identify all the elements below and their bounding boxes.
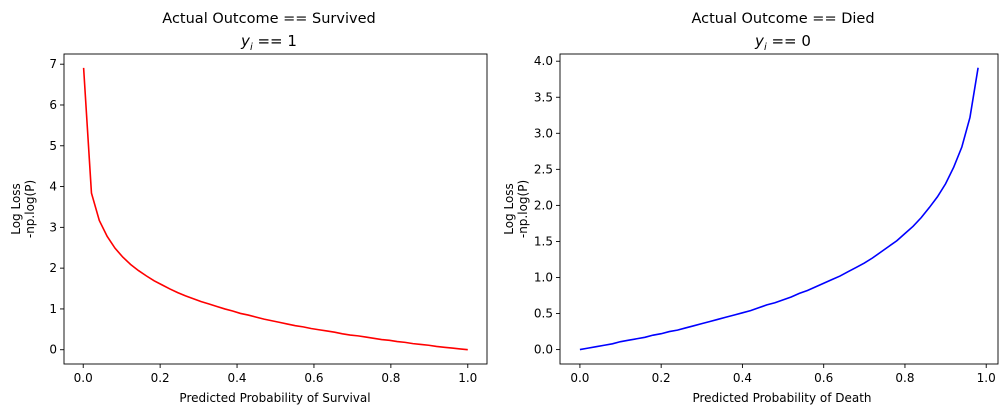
x-tick-label: 1.0 (458, 371, 477, 385)
y-tick-label: 1 (49, 302, 57, 316)
chart-survived: Actual Outcome == Survived yi == 1 0.0 0.… (9, 11, 488, 405)
x-tick-label: 0.6 (304, 371, 323, 385)
axes-frame (63, 53, 488, 365)
y-tick-label: 5 (49, 139, 57, 153)
y-tick-label: 6 (49, 98, 57, 112)
x-tick-label: 0.8 (381, 371, 400, 385)
x-tick-label: 0.0 (570, 371, 589, 385)
chart-died: Actual Outcome == Died yi == 0 0.0 0.2 0.4… (502, 11, 999, 405)
tick-group: 0.0 0.2 0.4 0.6 0.8 1.0 0.0 0.5 1.0 1.5 2.0 2.5 3.0 3… (534, 54, 996, 385)
x-tick-label: 0.4 (733, 371, 752, 385)
x-tick-label: 0.0 (74, 371, 93, 385)
y-tick-label: 2 (49, 261, 57, 275)
y-axis-label-line2: -np.log(P) (516, 180, 530, 238)
y-tick-label: 1.5 (534, 234, 553, 248)
subtitle-variable: y (754, 32, 765, 50)
chart-title: Actual Outcome == Survived (162, 11, 375, 27)
y-tick-label: 7 (49, 57, 57, 71)
chart-subtitle: yi == 1 (240, 32, 297, 53)
y-tick-label: 3.0 (534, 126, 553, 140)
tick-group: 0.0 0.2 0.4 0.6 0.8 1.0 0 1 2 3 4 5 6 7 (49, 57, 477, 385)
x-tick-label: 0.2 (151, 371, 170, 385)
y-tick-label: 0.0 (534, 343, 553, 357)
subtitle-subscript: i (250, 42, 253, 53)
y-tick-label: 3.5 (534, 90, 553, 104)
y-tick-label: 2.0 (534, 198, 553, 212)
y-tick-label: 2.5 (534, 162, 553, 176)
subtitle-subscript: i (764, 42, 767, 53)
x-tick-label: 0.8 (895, 371, 914, 385)
x-axis-label: Predicted Probability of Death (692, 391, 871, 405)
x-tick-label: 1.0 (977, 371, 996, 385)
x-tick-label: 0.6 (814, 371, 833, 385)
y-tick-label: 0 (49, 343, 57, 357)
subtitle-variable: y (240, 32, 251, 50)
y-tick-label: 4 (49, 180, 57, 194)
y-tick-label: 3 (49, 220, 57, 234)
log-loss-line (579, 67, 979, 351)
y-axis-label-line1: Log Loss (9, 183, 23, 235)
y-tick-label: 0.5 (534, 307, 553, 321)
subtitle-condition: == 0 (767, 32, 811, 50)
chart-title: Actual Outcome == Died (691, 11, 874, 27)
y-tick-label: 1.0 (534, 270, 553, 284)
x-tick-label: 0.4 (227, 371, 246, 385)
x-tick-label: 0.2 (652, 371, 671, 385)
chart-subtitle: yi == 0 (754, 32, 811, 53)
y-axis-label-line2: -np.log(P) (23, 180, 37, 238)
subtitle-condition: == 1 (253, 32, 297, 50)
x-axis-label: Predicted Probability of Survival (179, 391, 370, 405)
axes-frame (559, 53, 999, 365)
y-tick-label: 4.0 (534, 54, 553, 68)
y-axis-label-line1: Log Loss (502, 183, 516, 235)
log-loss-line (82, 67, 468, 351)
